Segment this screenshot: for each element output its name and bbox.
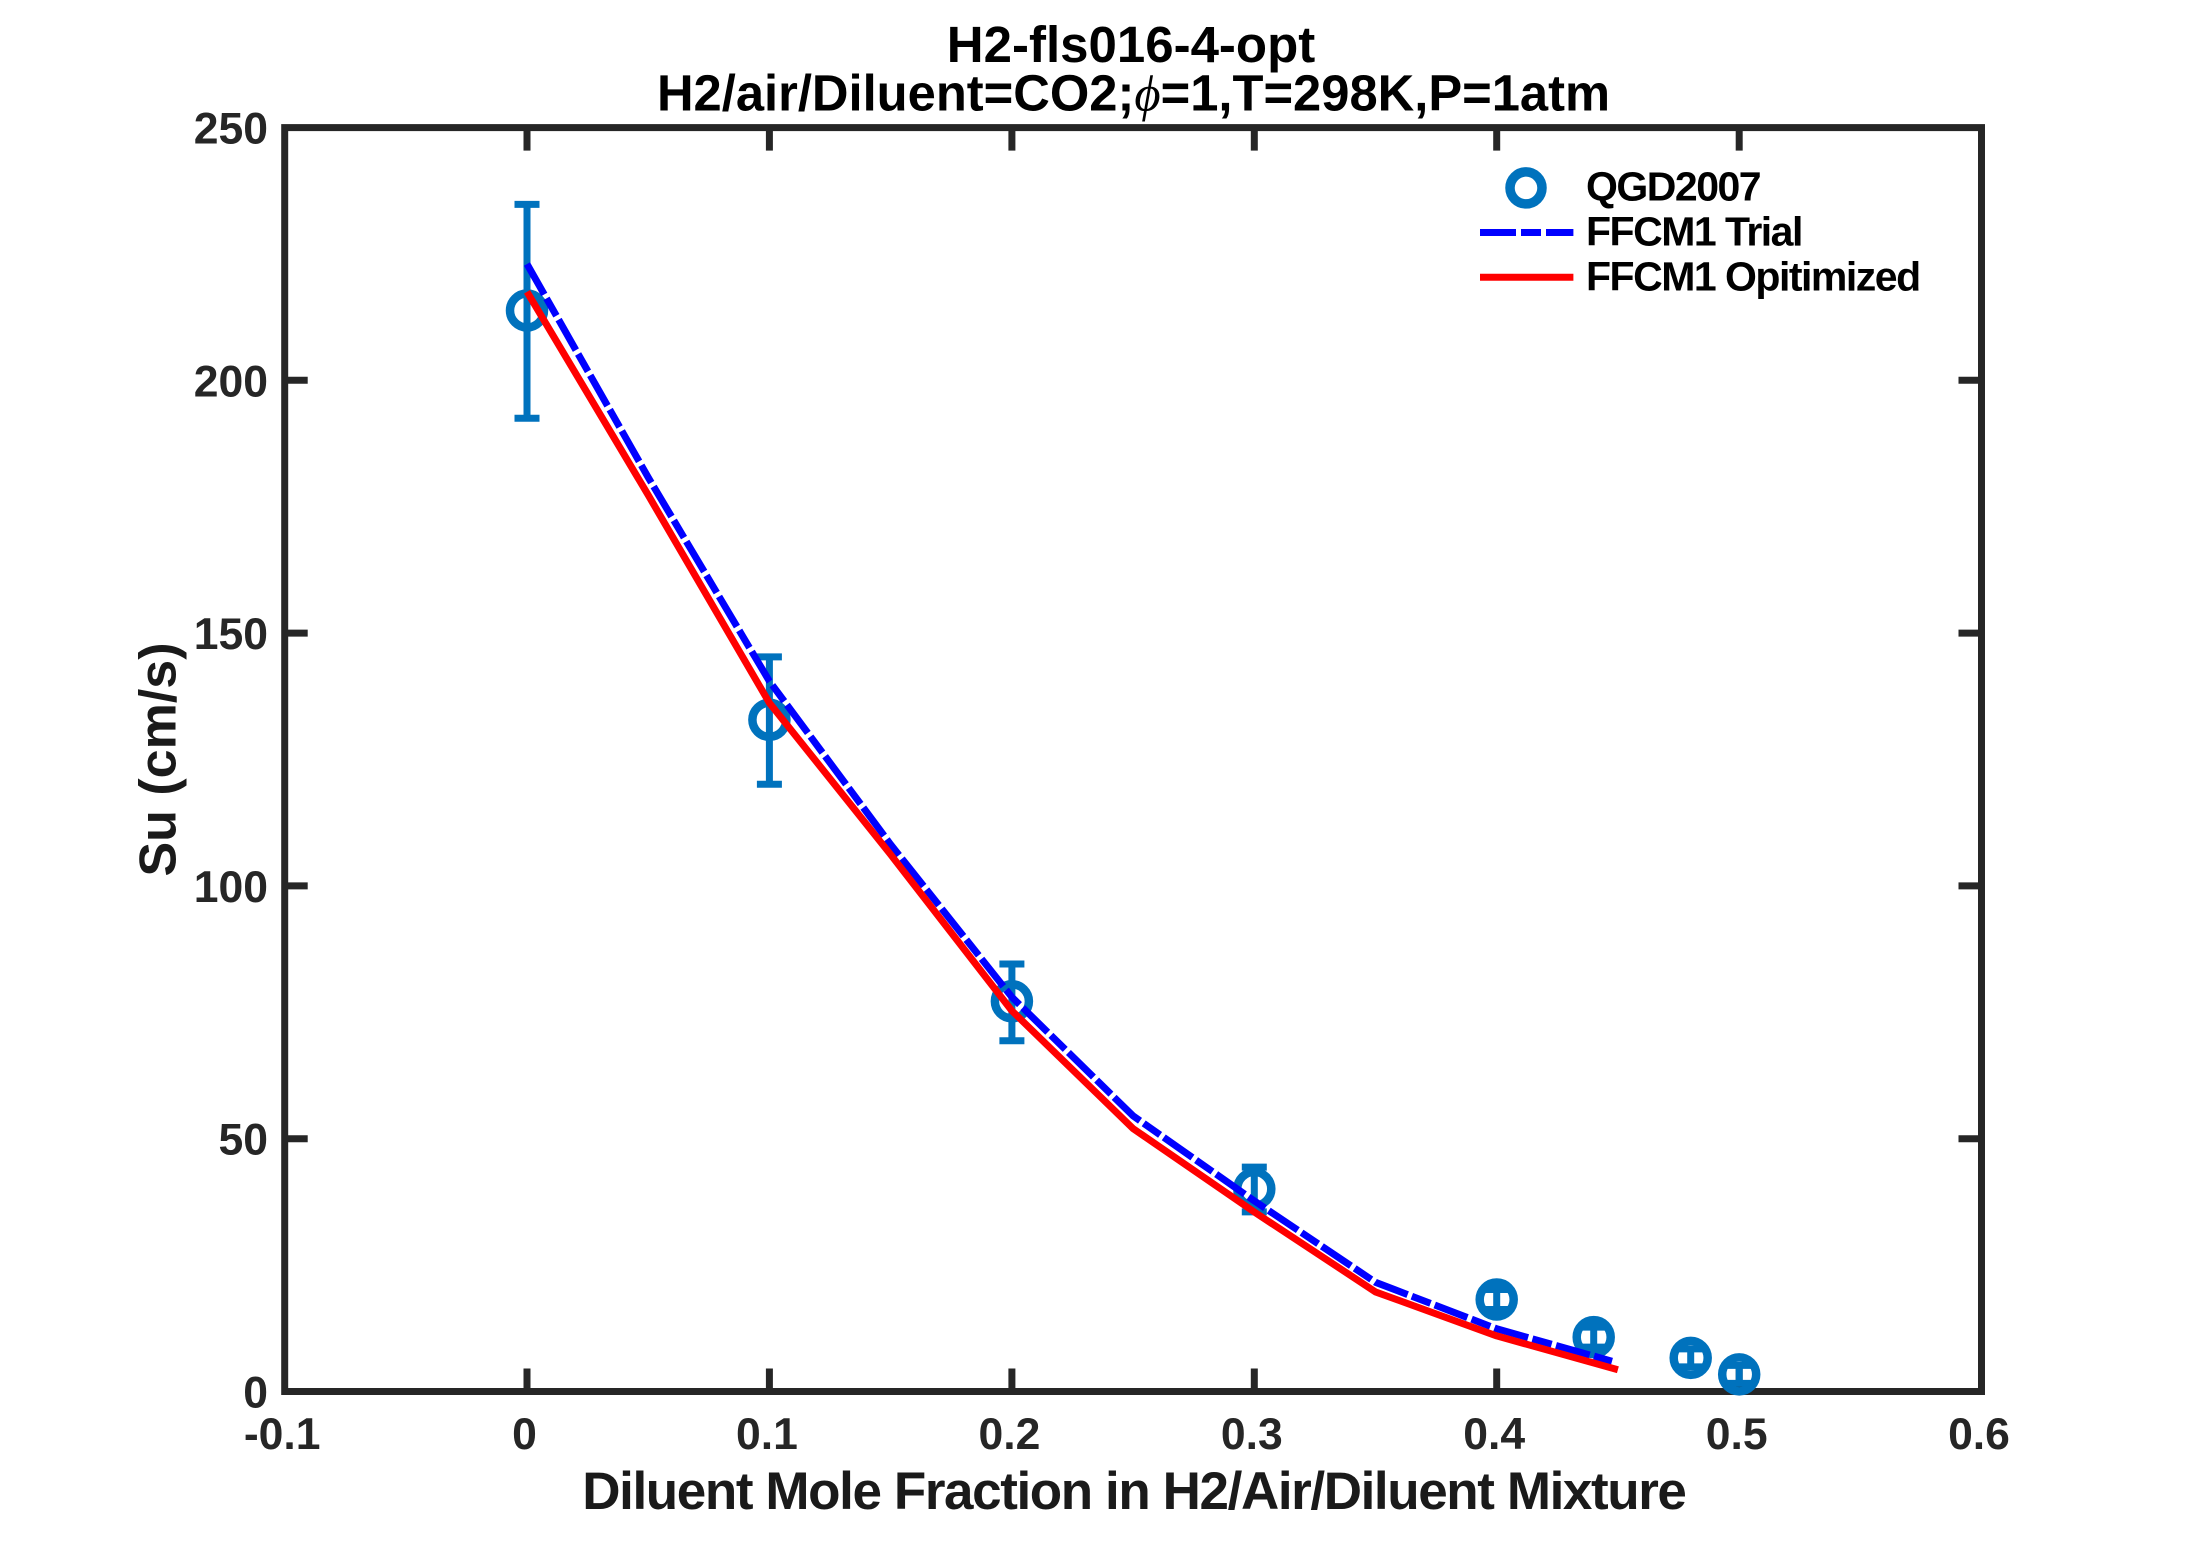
svg-text:H2/air/Diluent=CO2;ϕ=1,T=298K,: H2/air/Diluent=CO2;ϕ=1,T=298K,P=1atm: [657, 65, 1610, 122]
svg-text:0: 0: [512, 1410, 537, 1459]
svg-text:QGD2007: QGD2007: [1586, 163, 1760, 209]
svg-text:250: 250: [194, 105, 268, 154]
svg-text:0.5: 0.5: [1706, 1410, 1768, 1459]
svg-text:0: 0: [243, 1369, 268, 1418]
svg-text:150: 150: [194, 610, 268, 659]
svg-text:Diluent Mole Fraction in H2/Ai: Diluent Mole Fraction in H2/Air/Diluent …: [582, 1462, 1685, 1521]
svg-text:-0.1: -0.1: [244, 1410, 321, 1459]
svg-text:FFCM1 Trial: FFCM1 Trial: [1586, 209, 1802, 255]
svg-text:0.1: 0.1: [736, 1410, 798, 1459]
svg-text:H2-fls016-4-opt: H2-fls016-4-opt: [947, 16, 1315, 73]
svg-text:200: 200: [194, 357, 268, 406]
svg-text:0.2: 0.2: [978, 1410, 1040, 1459]
svg-text:0.6: 0.6: [1948, 1410, 2010, 1459]
svg-text:Su (cm/s): Su (cm/s): [130, 642, 188, 876]
svg-text:100: 100: [194, 863, 268, 912]
svg-text:50: 50: [219, 1116, 269, 1165]
svg-text:0.3: 0.3: [1221, 1410, 1283, 1459]
svg-text:0.4: 0.4: [1463, 1410, 1525, 1459]
svg-text:FFCM1 Opitimized: FFCM1 Opitimized: [1586, 253, 1920, 299]
